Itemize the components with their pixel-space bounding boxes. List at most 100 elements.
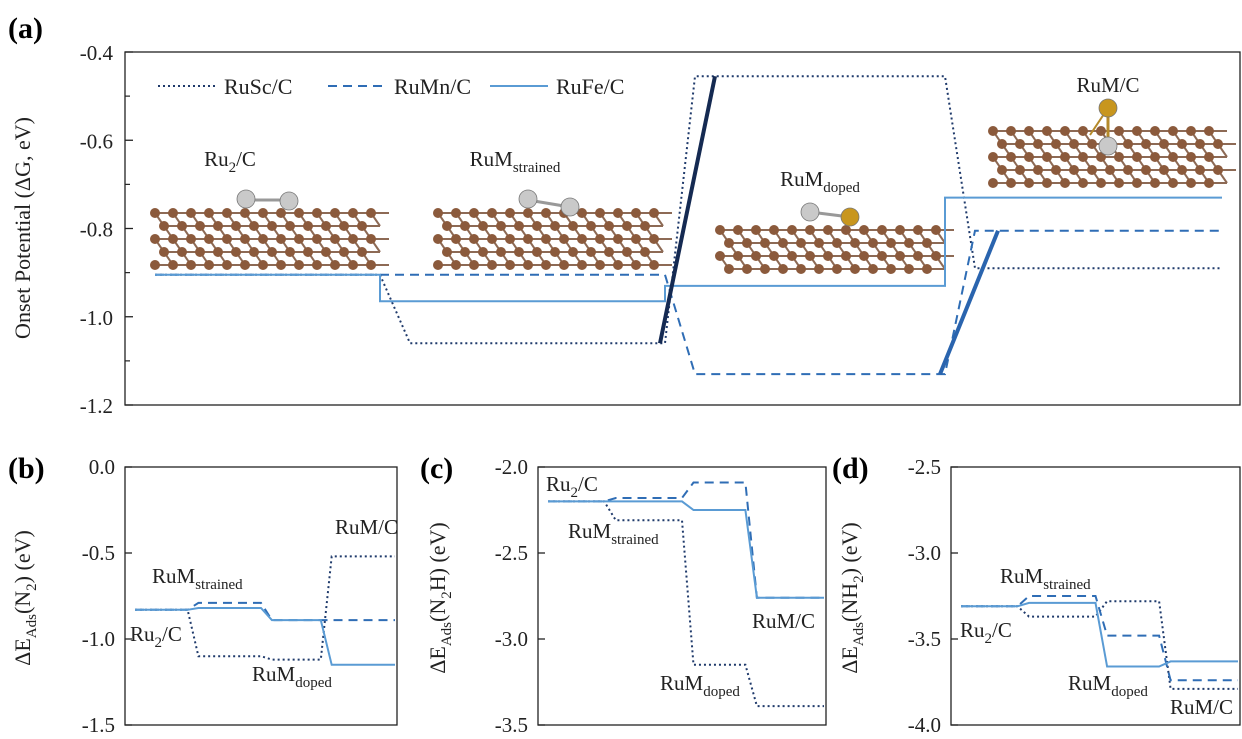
- y-tick-label: -3.5: [495, 713, 528, 737]
- carbon-atom: [213, 247, 223, 257]
- carbon-atom: [541, 208, 551, 218]
- label-base: RuM: [780, 167, 824, 191]
- carbon-atom: [1213, 139, 1223, 149]
- carbon-atom: [514, 247, 524, 257]
- y-tick-label: -3.5: [908, 627, 941, 651]
- carbon-atom: [478, 247, 488, 257]
- yl-sub2: 2: [24, 583, 40, 591]
- carbon-atom: [850, 264, 860, 274]
- label-base: Ru: [204, 147, 229, 171]
- carbon-atom: [339, 247, 349, 257]
- carbon-atom: [1060, 178, 1070, 188]
- carbon-atom: [1078, 152, 1088, 162]
- label-sub: strained: [513, 160, 561, 176]
- carbon-atom: [613, 208, 623, 218]
- label-sub: doped: [703, 684, 740, 700]
- carbon-atom: [895, 225, 905, 235]
- yl-pre: ΔE: [425, 646, 450, 674]
- label-sub: strained: [611, 532, 659, 548]
- series-line-rusc-c: [135, 555, 395, 661]
- carbon-atom: [195, 221, 205, 231]
- label-sub: strained: [1043, 577, 1091, 593]
- carbon-atom: [997, 139, 1007, 149]
- carbon-atom: [1204, 152, 1214, 162]
- carbon-atom: [532, 247, 542, 257]
- carbon-atom: [204, 260, 214, 270]
- label-base: RuM: [470, 147, 514, 171]
- carbon-atom: [640, 221, 650, 231]
- y-tick-label: -0.6: [80, 129, 113, 153]
- carbon-atom: [850, 238, 860, 248]
- ru-atom: [518, 189, 538, 209]
- carbon-atom: [1015, 165, 1025, 175]
- carbon-atom: [859, 225, 869, 235]
- panel-b: 0.0-0.5-1.0-1.5(b)ΔEAds(N2) (eV) RuMstrai…: [8, 452, 398, 737]
- carbon-atom: [814, 264, 824, 274]
- carbon-atom: [321, 247, 331, 257]
- carbon-atom: [577, 260, 587, 270]
- yl-post: ) (eV): [837, 522, 862, 575]
- stage-label: RuMstrained: [568, 519, 659, 548]
- series-line-rumn-c: [155, 229, 1222, 376]
- carbon-atom: [913, 225, 923, 235]
- carbon-atom: [805, 225, 815, 235]
- stage-label: RuMstrained: [1000, 564, 1091, 593]
- carbon-atom: [433, 260, 443, 270]
- carbon-atom: [433, 208, 443, 218]
- label-base: Ru: [960, 618, 985, 642]
- label-base: RuM/C: [1170, 695, 1233, 719]
- carbon-atom: [487, 260, 497, 270]
- panel-a: -0.4 -0.6 -0.8 -1.0 -1.2 RuSc/C RuMn/C RuFe/C (a…: [8, 12, 1241, 418]
- panel-label: (b): [8, 452, 45, 485]
- carbon-atom: [231, 247, 241, 257]
- carbon-atom: [150, 234, 160, 244]
- yl-sub: Ads: [851, 622, 867, 646]
- yl-post: ) (eV): [10, 530, 35, 583]
- stage-label: Ru2/C: [546, 472, 598, 501]
- carbon-atom: [742, 238, 752, 248]
- carbon-atom: [1168, 152, 1178, 162]
- carbon-atom: [469, 234, 479, 244]
- carbon-atom: [1177, 139, 1187, 149]
- carbon-atom: [451, 260, 461, 270]
- carbon-atom: [1177, 165, 1187, 175]
- carbon-atom: [1195, 139, 1205, 149]
- stage-label: RuMdoped: [660, 671, 740, 700]
- label-base: RuM/C: [752, 609, 815, 633]
- carbon-atom: [240, 260, 250, 270]
- carbon-atom: [724, 264, 734, 274]
- carbon-atom: [550, 221, 560, 231]
- carbon-atom: [1033, 165, 1043, 175]
- carbon-atom: [451, 234, 461, 244]
- carbon-atom: [186, 234, 196, 244]
- carbon-atom: [240, 234, 250, 244]
- plot-frame: [950, 466, 1241, 726]
- stage-label: RuM/C: [335, 515, 398, 539]
- carbon-atom: [1006, 126, 1016, 136]
- label-sub: 2: [985, 631, 993, 647]
- carbon-atom: [1168, 126, 1178, 136]
- carbon-atom: [586, 247, 596, 257]
- carbon-atom: [622, 221, 632, 231]
- label-base: RuM: [1068, 671, 1112, 695]
- y-axis-title: ΔEAds(N2) (eV): [10, 530, 40, 666]
- carbon-atom: [1069, 139, 1079, 149]
- yl-sub2: 2: [439, 591, 455, 599]
- carbon-atom: [805, 251, 815, 261]
- carbon-atom: [505, 234, 515, 244]
- carbon-atom: [1078, 126, 1088, 136]
- carbon-atom: [487, 234, 497, 244]
- y-tick-label: -2.0: [495, 455, 528, 479]
- carbon-atom: [213, 221, 223, 231]
- carbon-atom: [1042, 126, 1052, 136]
- stage-label: Ru2/C: [960, 618, 1012, 647]
- carbon-atom: [442, 221, 452, 231]
- yl-mid: (NH: [837, 583, 862, 622]
- carbon-atom: [294, 208, 304, 218]
- carbon-atom: [1186, 126, 1196, 136]
- carbon-atom: [433, 234, 443, 244]
- panel-label-a: (a): [8, 12, 43, 45]
- carbon-atom: [222, 260, 232, 270]
- carbon-atom: [294, 234, 304, 244]
- structure-label: RuMdoped: [780, 167, 860, 196]
